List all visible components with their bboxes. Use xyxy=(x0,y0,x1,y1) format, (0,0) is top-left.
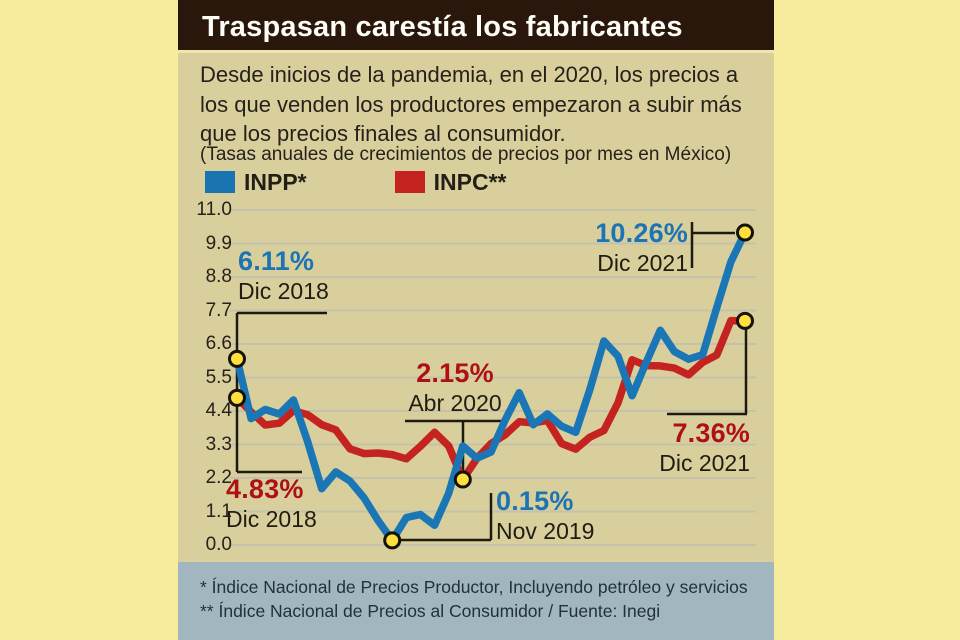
annotation-value: 4.83% xyxy=(226,474,304,504)
annotation-inpc-abr2020: 2.15% Abr 2020 xyxy=(403,358,507,418)
data-point-marker xyxy=(736,223,754,242)
annotation-inpp-dic2021: 10.26% Dic 2021 xyxy=(498,218,688,278)
annotation-value: 2.15% xyxy=(416,358,494,388)
inpp-legend-swatch-icon xyxy=(205,171,235,193)
footnote-1: * Índice Nacional de Precios Productor, … xyxy=(200,577,748,597)
legend-label-inpc: INPC** xyxy=(433,168,507,195)
annotation-date: Nov 2019 xyxy=(496,518,595,544)
data-point-marker xyxy=(228,388,246,407)
title-bar: Traspasan carestía los fabricantes xyxy=(178,0,774,50)
footnotes-strip: * Índice Nacional de Precios Productor, … xyxy=(178,562,774,640)
data-point-marker xyxy=(453,470,472,489)
y-axis-label: 5.5 xyxy=(205,367,232,388)
annotation-date: Dic 2021 xyxy=(659,450,750,476)
inpc-legend-swatch-icon xyxy=(394,171,425,193)
annotation-inpc-dic2018: 4.83% Dic 2018 xyxy=(226,474,317,534)
annotation-value: 6.11% xyxy=(238,246,315,276)
legend-label-inpp: INPP* xyxy=(244,168,307,195)
annotation-date: Dic 2018 xyxy=(238,278,329,304)
title-separator xyxy=(178,50,774,53)
annotation-date: Dic 2018 xyxy=(226,506,317,532)
data-point-marker xyxy=(383,531,402,550)
y-axis-label: 8.8 xyxy=(205,266,232,287)
legend-item-inpc: INPC** xyxy=(394,168,507,196)
footnote-2: ** Índice Nacional de Precios al Consumi… xyxy=(200,601,661,621)
intro-text: Desde inicios de la pandemia, en el 2020… xyxy=(200,62,742,146)
y-axis-label: 11.0 xyxy=(196,199,232,220)
line-chart: 11.0 9.9 8.8 7.7 6.6 5.5 4.4 3.3 2.2 1.1 0.0 6.11%… xyxy=(178,199,774,562)
data-point-marker xyxy=(736,311,754,330)
annotation-value: 10.26% xyxy=(595,218,688,248)
y-axis-label: 0.0 xyxy=(205,534,232,555)
y-axis-label: 7.7 xyxy=(205,300,232,321)
chart-canvas xyxy=(228,209,756,550)
y-axis-label: 1.1 xyxy=(205,501,232,522)
subtitle-note: (Tasas anuales de crecimientos de precio… xyxy=(200,144,732,165)
annotation-value: 0.15% xyxy=(496,486,574,516)
infographic-card: Traspasan carestía los fabricantes Desde… xyxy=(178,0,774,640)
y-axis-label: 4.4 xyxy=(205,400,232,421)
page-title: Traspasan carestía los fabricantes xyxy=(202,11,683,43)
y-axis-label: 3.3 xyxy=(205,434,232,455)
annotation-value: 7.36% xyxy=(672,418,750,448)
y-axis-label: 6.6 xyxy=(205,333,232,354)
annotation-inpp-dic2018: 6.11% Dic 2018 xyxy=(238,246,329,306)
data-point-marker xyxy=(228,349,246,368)
legend-item-inpp: INPP* xyxy=(205,169,307,196)
annotation-date: Abr 2020 xyxy=(408,390,502,416)
annotation-date: Dic 2021 xyxy=(597,250,688,276)
y-axis-label: 2.2 xyxy=(205,467,232,488)
annotation-inpp-nov2019: 0.15% Nov 2019 xyxy=(496,486,594,546)
chart-legend: INPP* INPC** xyxy=(205,168,595,196)
y-axis-label: 9.9 xyxy=(205,233,232,254)
inpp-line xyxy=(233,228,749,545)
annotation-inpc-dic2021: 7.36% Dic 2021 xyxy=(560,418,750,478)
